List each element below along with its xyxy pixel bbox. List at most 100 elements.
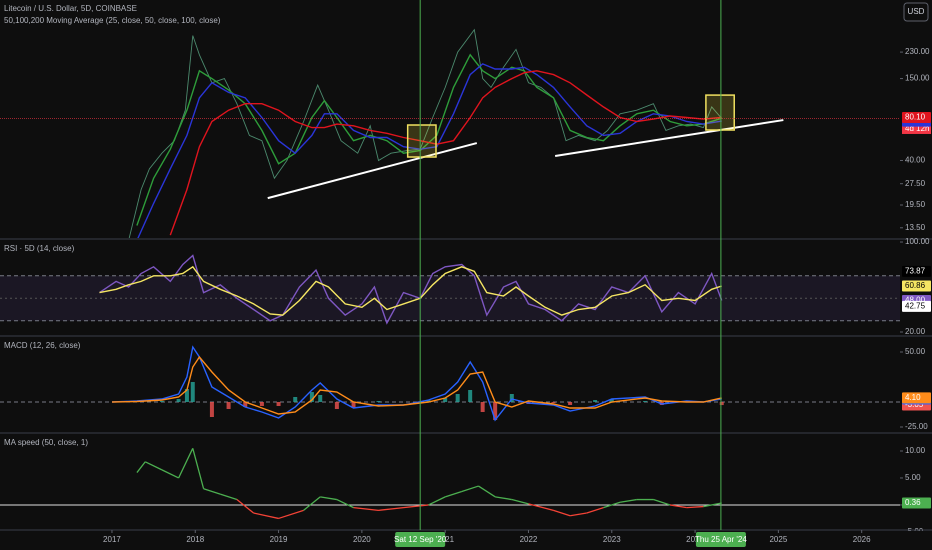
- marker-label: Thu 25 Apr '24: [695, 535, 747, 544]
- histogram-bar: [159, 401, 164, 402]
- x-tick-label: 2018: [186, 535, 204, 544]
- x-tick-label: 2020: [353, 535, 371, 544]
- speed-segment: [586, 507, 604, 514]
- speed-segment: [178, 448, 194, 479]
- value-box: [902, 497, 931, 509]
- histogram-bar: [480, 402, 485, 412]
- y-tick-label: 100.00: [905, 237, 930, 246]
- speed-segment: [669, 504, 687, 509]
- histogram-bar: [318, 395, 323, 402]
- y-tick-label: 20.00: [905, 327, 926, 336]
- value-box-label: 48.00: [905, 296, 926, 305]
- histogram-bar: [243, 402, 248, 407]
- histogram-bar: [719, 402, 724, 406]
- series-line: [99, 254, 723, 325]
- histogram-bar: [259, 402, 264, 406]
- trendline: [267, 142, 478, 200]
- histogram-bar: [293, 397, 298, 402]
- value-box-label: -3.05: [905, 400, 924, 409]
- speed-segment: [428, 496, 446, 506]
- value-box-label: 73.87: [905, 267, 926, 276]
- histogram-bar: [551, 402, 556, 403]
- pane-title: MACD (12, 26, close): [4, 341, 81, 350]
- speed-segment: [570, 512, 587, 517]
- histogram-bar: [209, 402, 214, 417]
- x-tick-label: 2022: [520, 535, 538, 544]
- histogram-bar: [184, 389, 189, 402]
- trendline: [554, 119, 784, 157]
- speed-segment: [144, 461, 163, 471]
- histogram-bar: [568, 402, 573, 405]
- y-tick-label: 150.00: [905, 74, 930, 83]
- speed-segment: [336, 498, 354, 509]
- histogram-bar: [455, 394, 460, 402]
- speed-segment: [253, 512, 279, 520]
- speed-segment: [203, 488, 221, 495]
- x-tick-label: 2021: [436, 535, 454, 544]
- currency-label[interactable]: USD: [908, 7, 925, 16]
- speed-segment: [353, 506, 379, 511]
- histogram-bar: [593, 400, 598, 402]
- y-tick-label: -25.00: [905, 422, 928, 431]
- x-tick-label: 2024: [686, 535, 704, 544]
- histogram-bar: [443, 398, 448, 402]
- countdown: 4d 12h: [905, 124, 929, 133]
- speed-segment: [511, 498, 529, 505]
- x-tick-label: 2025: [769, 535, 787, 544]
- pane-title: MA speed (50, close, 1): [4, 438, 88, 447]
- histogram-bar: [176, 399, 181, 402]
- symbol-title: Litecoin / U.S. Dollar, 5D, COINBASE: [4, 4, 137, 13]
- histogram-bar: [376, 401, 381, 402]
- series-line: [169, 70, 722, 236]
- histogram-bar: [493, 402, 498, 420]
- marker-label: Sat 12 Sep '20: [394, 535, 447, 544]
- speed-segment: [136, 461, 146, 473]
- pane: [128, 28, 784, 238]
- countdown-box: [902, 123, 931, 134]
- speed-segment: [161, 469, 179, 479]
- value-box: [902, 265, 931, 277]
- highlight-box: [705, 94, 735, 131]
- y-tick-label: 5.00: [905, 473, 921, 482]
- speed-segment: [619, 498, 637, 503]
- pane-title: 50,100,200 Moving Average (25, close, 50…: [4, 16, 221, 25]
- histogram-bar: [468, 390, 473, 402]
- histogram-bar: [426, 400, 431, 402]
- histogram-bar: [276, 402, 281, 406]
- pane: [0, 345, 900, 422]
- y-tick-label: 13.50: [905, 223, 926, 232]
- x-tick-label: 2026: [853, 535, 871, 544]
- speed-segment: [320, 496, 337, 501]
- value-box: [902, 280, 931, 292]
- marker-box: [395, 532, 446, 547]
- speed-segment: [686, 505, 704, 509]
- speed-segment: [220, 493, 238, 501]
- speed-segment: [528, 503, 554, 511]
- y-tick-label: 50.00: [905, 347, 926, 356]
- value-box-label: 42.75: [905, 302, 926, 311]
- value-box-label: 4.10: [905, 393, 921, 402]
- histogram-bar: [509, 394, 514, 402]
- marker-box: [695, 532, 746, 547]
- value-box: [902, 111, 931, 123]
- x-tick-label: 2019: [270, 535, 288, 544]
- speed-segment: [603, 501, 621, 509]
- y-tick-label: 10.00: [905, 446, 926, 455]
- speed-segment: [278, 509, 304, 520]
- speed-segment: [236, 499, 254, 514]
- histogram-bar: [351, 402, 356, 408]
- series-line: [111, 355, 722, 415]
- histogram-bar: [334, 402, 339, 409]
- highlight-box: [406, 124, 437, 158]
- currency-button[interactable]: [903, 2, 929, 22]
- speed-segment: [478, 485, 496, 498]
- value-box: [902, 300, 931, 312]
- speed-segment: [653, 498, 671, 506]
- histogram-bar: [643, 401, 648, 402]
- y-tick-label: 230.00: [905, 47, 930, 56]
- speed-segment: [703, 502, 722, 508]
- histogram-bar: [226, 402, 231, 409]
- pane-title: RSI · 5D (14, close): [4, 244, 75, 253]
- value-box: [902, 392, 931, 404]
